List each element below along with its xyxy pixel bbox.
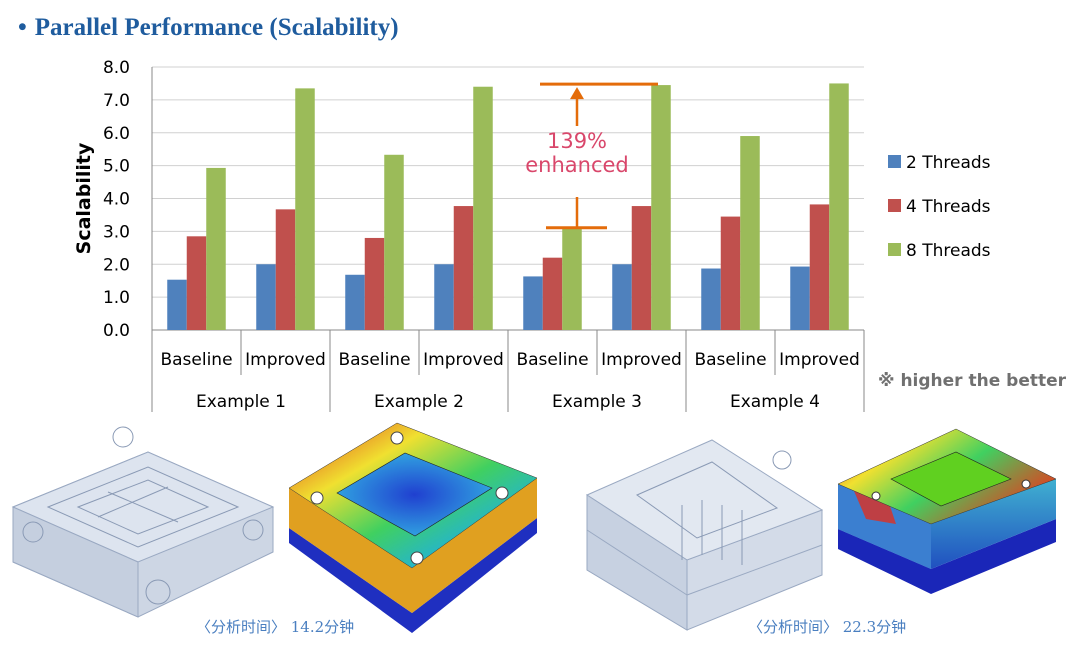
y-tick-label: 2.0	[103, 255, 130, 275]
x-tick-label: Baseline	[694, 350, 766, 370]
bar-2-threads	[345, 274, 365, 330]
bar-2-threads	[701, 268, 721, 330]
x-tick-label: Improved	[779, 350, 860, 370]
legend-label: 4 Threads	[906, 197, 991, 217]
bar-8-threads	[295, 88, 315, 331]
x-tick-label: Improved	[245, 350, 326, 370]
bar-2-threads	[167, 279, 187, 330]
y-tick-label: 8.0	[103, 58, 130, 78]
y-tick-label: 1.0	[103, 288, 130, 308]
bar-8-threads	[829, 83, 849, 330]
group-label: Example 1	[196, 392, 286, 412]
mold-2-result-image	[837, 428, 1057, 594]
y-axis-label: Scalability	[73, 142, 95, 254]
title-bullet: •	[18, 14, 27, 41]
x-tick-label: Improved	[423, 350, 504, 370]
group-label: Example 2	[374, 392, 464, 412]
annotation-enhanced: enhanced	[525, 153, 629, 177]
bar-4-threads	[364, 237, 385, 330]
bar-4-threads	[631, 206, 652, 330]
x-tick-label: Baseline	[516, 350, 588, 370]
y-tick-label: 3.0	[103, 222, 130, 242]
title-text: Parallel Performance (Scalability)	[34, 14, 399, 41]
caption-analysis-time-1: 〈分析时间〉 14.2分钟	[196, 618, 355, 636]
legend-swatch	[888, 243, 901, 256]
page-title: • Parallel Performance (Scalability)	[18, 14, 399, 42]
bar-4-threads	[186, 236, 207, 330]
higher-better-note: ※ higher the better	[878, 371, 1067, 391]
group-label: Example 3	[552, 392, 642, 412]
bar-4-threads	[542, 257, 563, 330]
x-tick-label: Baseline	[338, 350, 410, 370]
y-tick-label: 7.0	[103, 91, 130, 111]
bar-8-threads	[740, 136, 760, 330]
y-tick-label: 5.0	[103, 157, 130, 177]
bar-8-threads	[206, 167, 226, 330]
annotation-arrow-head	[570, 87, 584, 100]
legend-label: 8 Threads	[906, 241, 991, 261]
bar-4-threads	[720, 216, 741, 330]
x-tick-label: Baseline	[160, 350, 232, 370]
legend-label: 2 Threads	[906, 153, 991, 173]
bar-8-threads	[473, 86, 493, 330]
y-tick-label: 0.0	[103, 321, 130, 341]
bar-8-threads	[651, 85, 671, 330]
y-tick-label: 4.0	[103, 190, 130, 210]
bar-2-threads	[434, 264, 454, 330]
bar-4-threads	[809, 204, 830, 330]
legend-swatch	[888, 199, 901, 212]
mold-2-transparent-image	[585, 439, 824, 631]
bar-4-threads	[453, 206, 474, 330]
mold-1-transparent-image	[11, 426, 275, 618]
bar-8-threads	[384, 154, 404, 330]
bar-4-threads	[275, 209, 296, 330]
mold-1-result-image	[288, 422, 538, 633]
bar-2-threads	[612, 264, 632, 330]
x-tick-label: Improved	[601, 350, 682, 370]
bar-2-threads	[523, 276, 543, 330]
y-tick-label: 6.0	[103, 124, 130, 144]
bar-8-threads	[562, 228, 582, 330]
bar-2-threads	[256, 264, 276, 330]
caption-analysis-time-2: 〈分析时间〉 22.3分钟	[748, 618, 907, 636]
legend-swatch	[888, 155, 901, 168]
bar-2-threads	[790, 266, 810, 330]
annotation-percent: 139%	[547, 129, 607, 153]
group-label: Example 4	[730, 392, 820, 412]
